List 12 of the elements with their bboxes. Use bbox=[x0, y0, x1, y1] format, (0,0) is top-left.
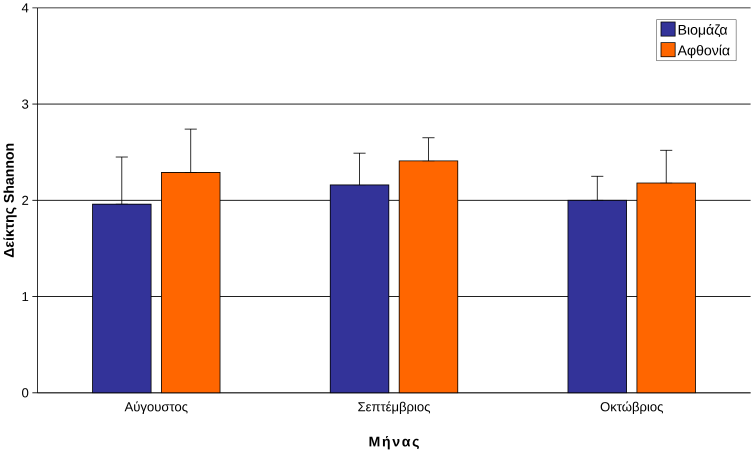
x-tick-label: Σεπτέμβριος bbox=[358, 402, 430, 414]
legend-label: Βιομάζα bbox=[678, 24, 728, 38]
y-tick-label: 2 bbox=[22, 196, 28, 206]
x-tick-label: Αύγουστος bbox=[124, 402, 188, 414]
x-tick-label: Οκτώβριος bbox=[600, 402, 664, 414]
legend-label: Αφθονία bbox=[678, 44, 730, 58]
y-axis-title: Δείκτης Shannon bbox=[3, 144, 17, 258]
y-tick-label: 1 bbox=[22, 292, 28, 302]
y-tick-label: 4 bbox=[22, 4, 28, 12]
y-tick-label: 3 bbox=[22, 100, 28, 109]
y-tick-label: 0 bbox=[22, 388, 28, 398]
x-axis-title: Μήνας bbox=[369, 436, 419, 450]
